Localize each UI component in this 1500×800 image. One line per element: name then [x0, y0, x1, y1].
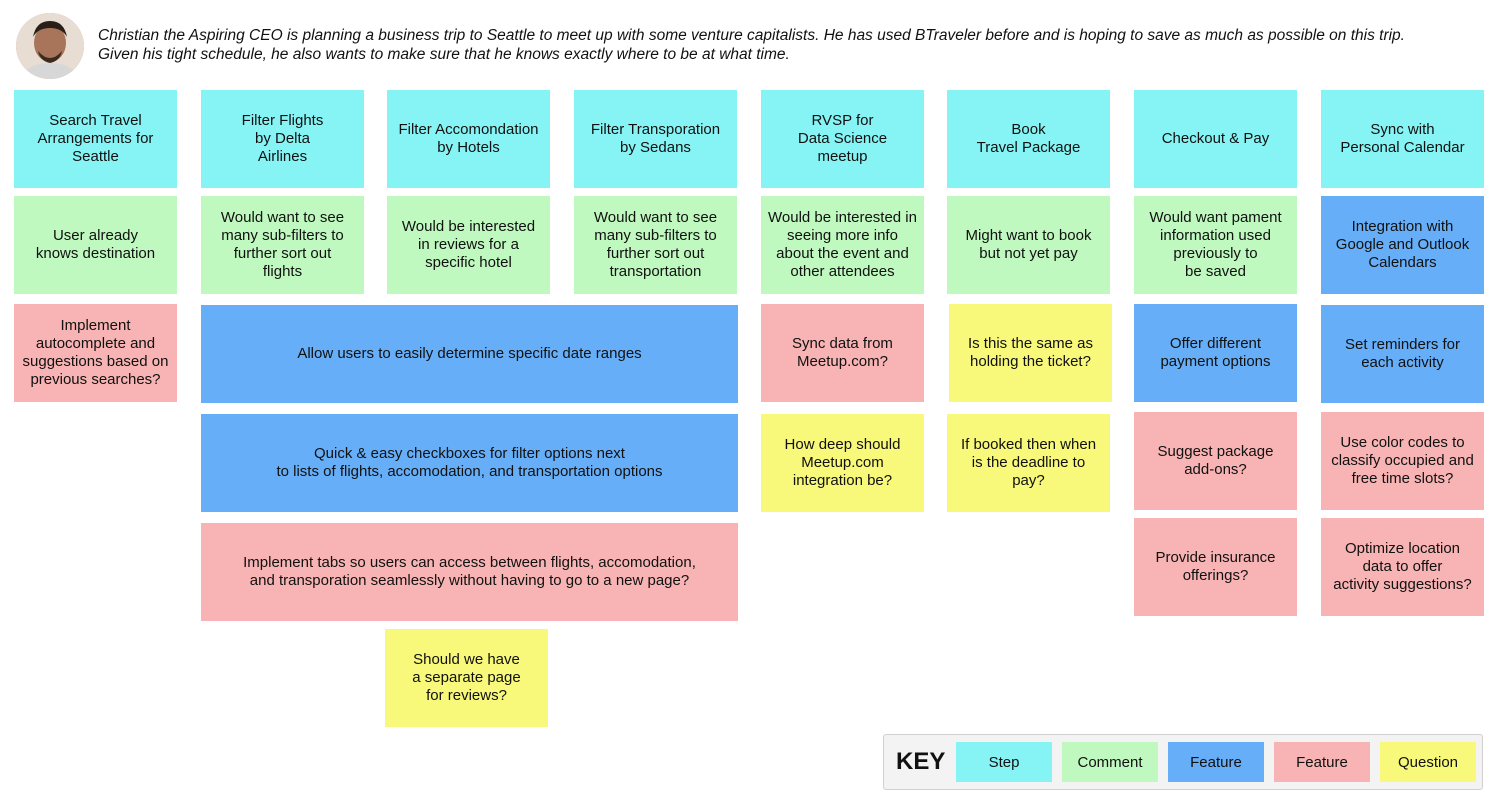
comment-saved-payment: Would want pament information used previ…: [1134, 196, 1297, 294]
step-search-travel: Search Travel Arrangements for Seattle: [14, 90, 177, 188]
feature-meetup-sync: Sync data from Meetup.com?: [761, 304, 924, 402]
comment-event-info: Would be interested in seeing more info …: [761, 196, 924, 294]
step-filter-flights: Filter Flights by Delta Airlines: [201, 90, 364, 188]
feature-calendar-integration: Integration with Google and Outlook Cale…: [1321, 196, 1484, 294]
legend: KEY Step Comment Feature Feature Questio…: [883, 734, 1483, 790]
legend-step: Step: [956, 742, 1052, 782]
legend-comment: Comment: [1062, 742, 1158, 782]
feature-payment-options: Offer different payment options: [1134, 304, 1297, 402]
question-payment-deadline: If booked then when is the deadline to p…: [947, 414, 1110, 512]
feature-autocomplete: Implement autocomplete and suggestions b…: [14, 304, 177, 402]
comment-book-not-pay: Might want to book but not yet pay: [947, 196, 1110, 294]
persona-line-2: Given his tight schedule, he also wants …: [98, 46, 790, 63]
comment-transport-subfilters: Would want to see many sub-filters to fu…: [574, 196, 737, 294]
step-filter-accommodation: Filter Accomondation by Hotels: [387, 90, 550, 188]
legend-feature-pink: Feature: [1274, 742, 1370, 782]
question-meetup-depth: How deep should Meetup.com integration b…: [761, 414, 924, 512]
feature-color-codes: Use color codes to classify occupied and…: [1321, 412, 1484, 510]
persona-description: Christian the Aspiring CEO is planning a…: [98, 26, 1488, 64]
comment-flight-subfilters: Would want to see many sub-filters to fu…: [201, 196, 364, 294]
feature-date-ranges: Allow users to easily determine specific…: [201, 305, 738, 403]
step-filter-transportation: Filter Transporation by Sedans: [574, 90, 737, 188]
feature-reminders: Set reminders for each activity: [1321, 305, 1484, 403]
comment-knows-destination: User already knows destination: [14, 196, 177, 294]
step-rsvp-meetup: RVSP for Data Science meetup: [761, 90, 924, 188]
step-checkout-pay: Checkout & Pay: [1134, 90, 1297, 188]
persona-line-1: Christian the Aspiring CEO is planning a…: [98, 27, 1405, 44]
question-holding-ticket: Is this the same as holding the ticket?: [949, 304, 1112, 402]
step-book-package: Book Travel Package: [947, 90, 1110, 188]
comment-hotel-reviews: Would be interested in reviews for a spe…: [387, 196, 550, 294]
question-reviews-page: Should we have a separate page for revie…: [385, 629, 548, 727]
legend-title: KEY: [896, 748, 946, 775]
feature-location-data: Optimize location data to offer activity…: [1321, 518, 1484, 616]
legend-feature-blue: Feature: [1168, 742, 1264, 782]
feature-insurance: Provide insurance offerings?: [1134, 518, 1297, 616]
persona-avatar: [16, 13, 84, 79]
feature-filter-checkboxes: Quick & easy checkboxes for filter optio…: [201, 414, 738, 512]
feature-tabs: Implement tabs so users can access betwe…: [201, 523, 738, 621]
step-sync-calendar: Sync with Personal Calendar: [1321, 90, 1484, 188]
feature-package-addons: Suggest package add-ons?: [1134, 412, 1297, 510]
legend-question: Question: [1380, 742, 1476, 782]
